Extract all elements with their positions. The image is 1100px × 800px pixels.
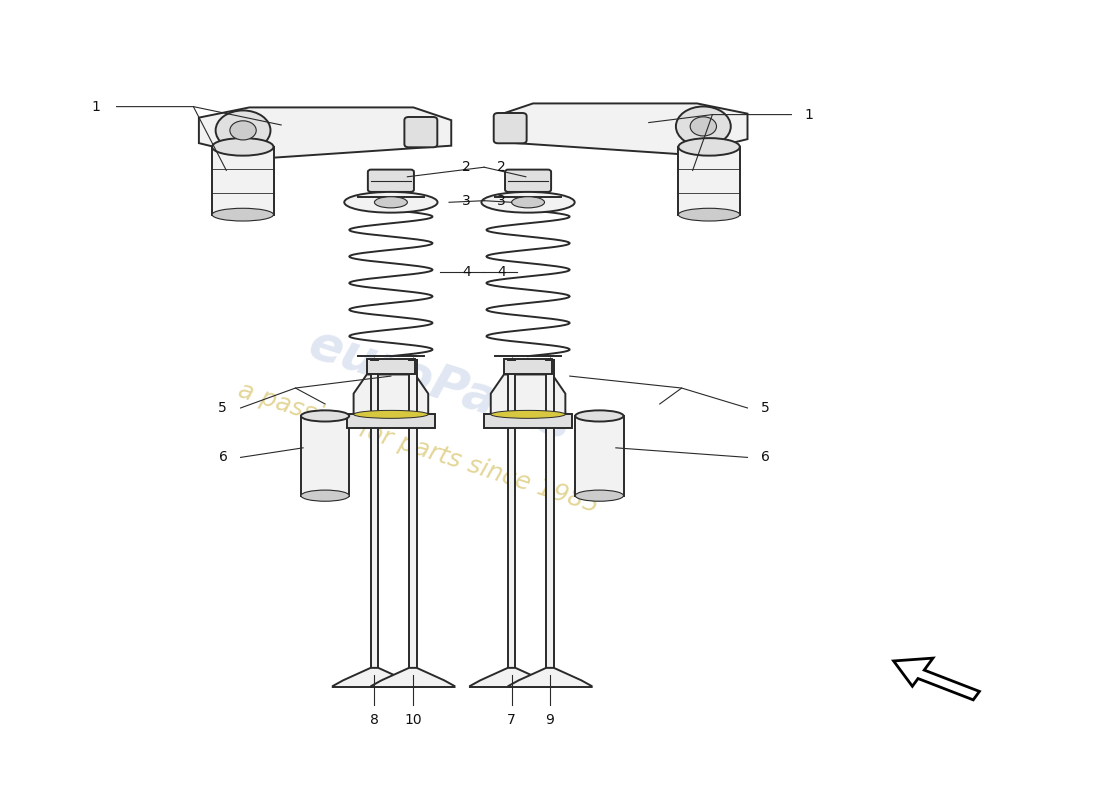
Bar bbox=[504, 358, 552, 374]
Ellipse shape bbox=[575, 410, 624, 422]
Circle shape bbox=[230, 121, 256, 140]
Bar bbox=[484, 414, 572, 428]
Polygon shape bbox=[353, 374, 428, 414]
Text: 3: 3 bbox=[462, 194, 471, 208]
Polygon shape bbox=[470, 668, 553, 687]
Ellipse shape bbox=[212, 208, 274, 221]
Text: 2: 2 bbox=[497, 160, 506, 174]
Bar bbox=[409, 360, 417, 668]
FancyBboxPatch shape bbox=[505, 170, 551, 192]
Ellipse shape bbox=[512, 197, 544, 208]
Ellipse shape bbox=[575, 490, 624, 502]
Text: 3: 3 bbox=[497, 194, 506, 208]
Ellipse shape bbox=[374, 197, 407, 208]
Text: 8: 8 bbox=[370, 713, 378, 726]
Text: 2: 2 bbox=[462, 160, 471, 174]
Ellipse shape bbox=[301, 490, 349, 502]
Text: euroParts: euroParts bbox=[302, 319, 578, 449]
Polygon shape bbox=[893, 658, 979, 700]
Bar bbox=[346, 414, 434, 428]
Ellipse shape bbox=[491, 410, 565, 418]
Text: 1: 1 bbox=[804, 107, 813, 122]
FancyBboxPatch shape bbox=[405, 117, 438, 147]
Text: 10: 10 bbox=[404, 713, 421, 726]
Polygon shape bbox=[495, 103, 748, 154]
Ellipse shape bbox=[301, 410, 349, 422]
Circle shape bbox=[216, 110, 271, 150]
Bar bbox=[547, 360, 553, 668]
Text: 1: 1 bbox=[91, 100, 100, 114]
Circle shape bbox=[690, 117, 716, 136]
Text: 4: 4 bbox=[497, 266, 506, 279]
FancyBboxPatch shape bbox=[367, 170, 414, 192]
Text: 9: 9 bbox=[546, 713, 554, 726]
Text: a passion for parts since 1985: a passion for parts since 1985 bbox=[235, 378, 602, 518]
Bar bbox=[508, 360, 516, 668]
Ellipse shape bbox=[679, 138, 740, 156]
Bar bbox=[212, 147, 274, 214]
Ellipse shape bbox=[482, 192, 574, 213]
Polygon shape bbox=[491, 374, 565, 414]
Bar bbox=[301, 416, 349, 496]
Text: 6: 6 bbox=[761, 450, 770, 464]
Text: 5: 5 bbox=[761, 401, 769, 415]
Bar bbox=[371, 360, 378, 668]
Circle shape bbox=[675, 106, 730, 146]
Text: 5: 5 bbox=[218, 401, 227, 415]
Ellipse shape bbox=[212, 138, 274, 156]
Ellipse shape bbox=[353, 410, 428, 418]
Bar bbox=[366, 358, 415, 374]
Polygon shape bbox=[508, 668, 592, 687]
Polygon shape bbox=[333, 668, 416, 687]
Text: 7: 7 bbox=[507, 713, 516, 726]
Bar bbox=[679, 147, 740, 214]
Ellipse shape bbox=[344, 192, 438, 213]
Polygon shape bbox=[199, 107, 451, 158]
Ellipse shape bbox=[679, 208, 740, 221]
FancyBboxPatch shape bbox=[494, 113, 527, 143]
Polygon shape bbox=[371, 668, 454, 687]
Text: 4: 4 bbox=[462, 266, 471, 279]
Text: 6: 6 bbox=[219, 450, 228, 464]
Bar bbox=[575, 416, 624, 496]
